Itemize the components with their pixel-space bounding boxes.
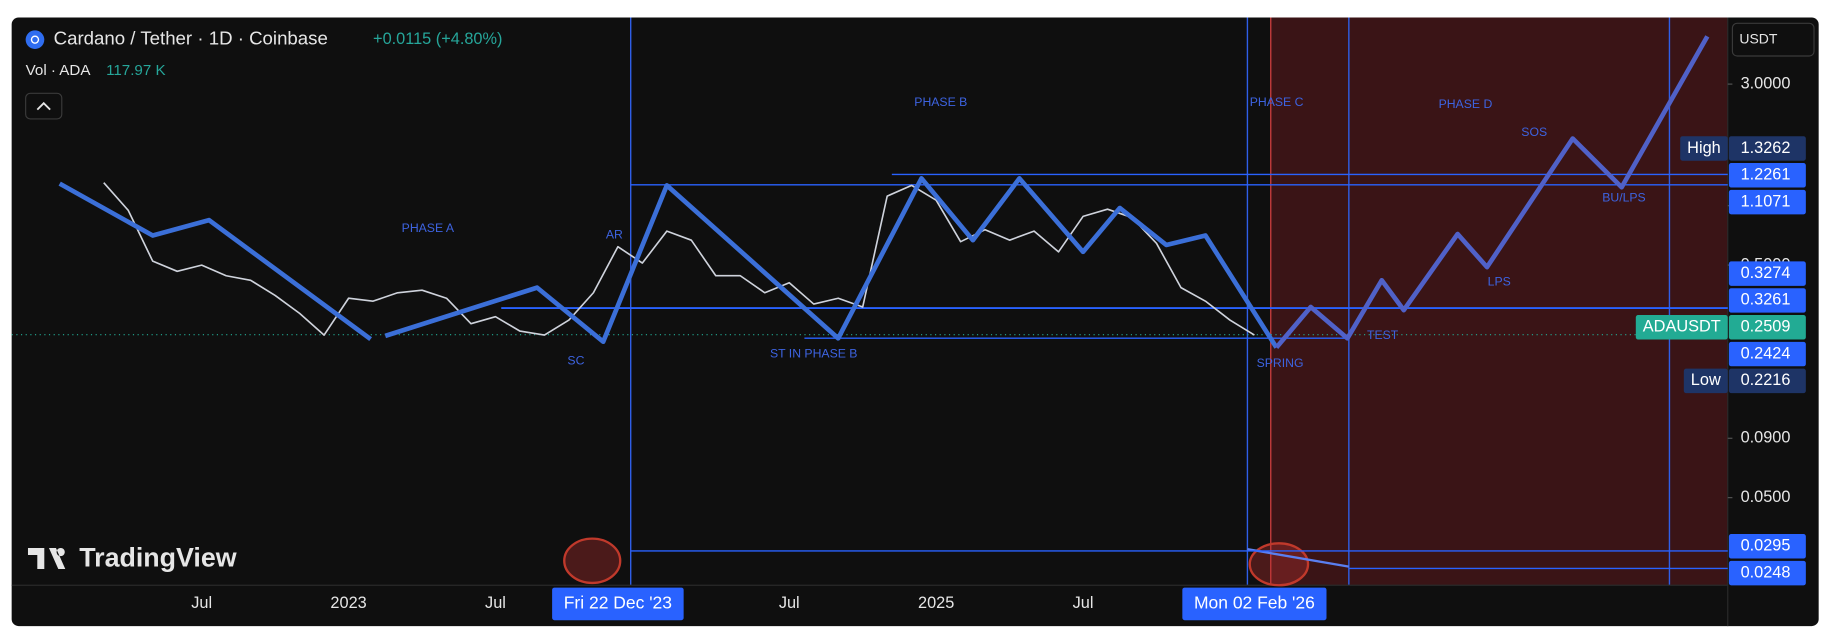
trend-line	[1247, 547, 1350, 568]
marker-box	[1683, 368, 1728, 394]
price-tag	[1728, 315, 1806, 340]
x-tick-label: Jul	[779, 594, 800, 612]
collapse-button[interactable]	[25, 92, 63, 120]
currency-label: USDT	[1739, 30, 1777, 46]
x-tick-label: Fri 22 Dec '23	[564, 593, 672, 613]
currency-box[interactable]	[1731, 22, 1815, 57]
price-tag	[1728, 534, 1806, 559]
annotation: PHASE D	[1439, 97, 1493, 111]
price-tag-label: 0.0248	[1741, 563, 1791, 581]
marker-label: ADAUSDT	[1643, 318, 1721, 336]
x-highlight-box	[1182, 587, 1327, 621]
wyckoff-path	[1274, 35, 1710, 350]
highlight-circle	[563, 537, 622, 585]
symbol-title: Cardano / Tether · 1D · Coinbase	[54, 28, 328, 49]
volume-label: Vol · ADA	[26, 62, 92, 79]
price-tag-label: 1.3262	[1741, 139, 1791, 157]
price-tag	[1728, 261, 1806, 286]
collapse-icon	[36, 101, 51, 111]
price-tag	[1728, 136, 1806, 161]
price-tag-label: 0.0295	[1741, 537, 1791, 555]
annotation: SPRING	[1257, 356, 1304, 370]
marker-label: High	[1687, 139, 1721, 157]
x-tick-label: 2025	[918, 594, 954, 612]
annotation: ST IN PHASE B	[770, 347, 857, 361]
x-tick-label: Mon 02 Feb '26	[1194, 593, 1315, 613]
wyckoff-path	[58, 176, 1279, 349]
x-tick-label: Jul	[485, 594, 506, 612]
price-tag-label: 1.2261	[1741, 166, 1791, 184]
annotation: SOS	[1521, 125, 1547, 139]
symbol-icon	[25, 30, 45, 49]
annotation: BU/LPS	[1602, 190, 1646, 204]
price-line	[103, 182, 1255, 336]
phase-zone	[1270, 17, 1728, 586]
price-tag	[1728, 288, 1806, 313]
annotation: PHASE B	[914, 95, 967, 109]
symbol-icon-mark	[30, 35, 40, 44]
highlight-circle	[1248, 542, 1310, 587]
y-tick-label: 0.0900	[1741, 429, 1791, 447]
x-highlight-box	[552, 587, 684, 621]
annotation: SC	[567, 354, 584, 368]
annotation: PHASE A	[402, 221, 455, 235]
x-tick-label: Jul	[191, 594, 212, 612]
volume-value: 117.97 K	[106, 62, 166, 79]
price-change: +0.0115 (+4.80%)	[373, 30, 502, 48]
price-tag-label: 0.3261	[1741, 291, 1791, 309]
y-tick-label: 0.0500	[1741, 488, 1791, 506]
price-tag-label: 0.3274	[1741, 264, 1791, 282]
annotation: AR	[606, 228, 623, 242]
marker-box	[1635, 315, 1728, 340]
price-tag	[1728, 560, 1806, 586]
price-tag	[1728, 368, 1806, 394]
annotation: LPS	[1488, 274, 1511, 288]
x-tick-label: Jul	[1073, 594, 1094, 612]
x-tick-label: 2023	[330, 594, 366, 612]
price-tag-label: 0.2216	[1741, 371, 1791, 389]
price-tag	[1728, 163, 1806, 188]
marker-box	[1680, 136, 1728, 161]
price-tag-label: 0.2509	[1741, 318, 1791, 336]
marker-label: Low	[1691, 371, 1721, 389]
price-tag	[1728, 341, 1806, 367]
price-tag	[1728, 189, 1806, 215]
watermark: TradingView	[79, 543, 237, 573]
annotation: TEST	[1367, 328, 1399, 342]
price-tag-label: 0.2424	[1741, 344, 1791, 362]
annotation: PHASE C	[1250, 95, 1304, 109]
price-tag-label: 1.1071	[1741, 192, 1791, 210]
y-tick-label: 3.0000	[1741, 74, 1791, 92]
